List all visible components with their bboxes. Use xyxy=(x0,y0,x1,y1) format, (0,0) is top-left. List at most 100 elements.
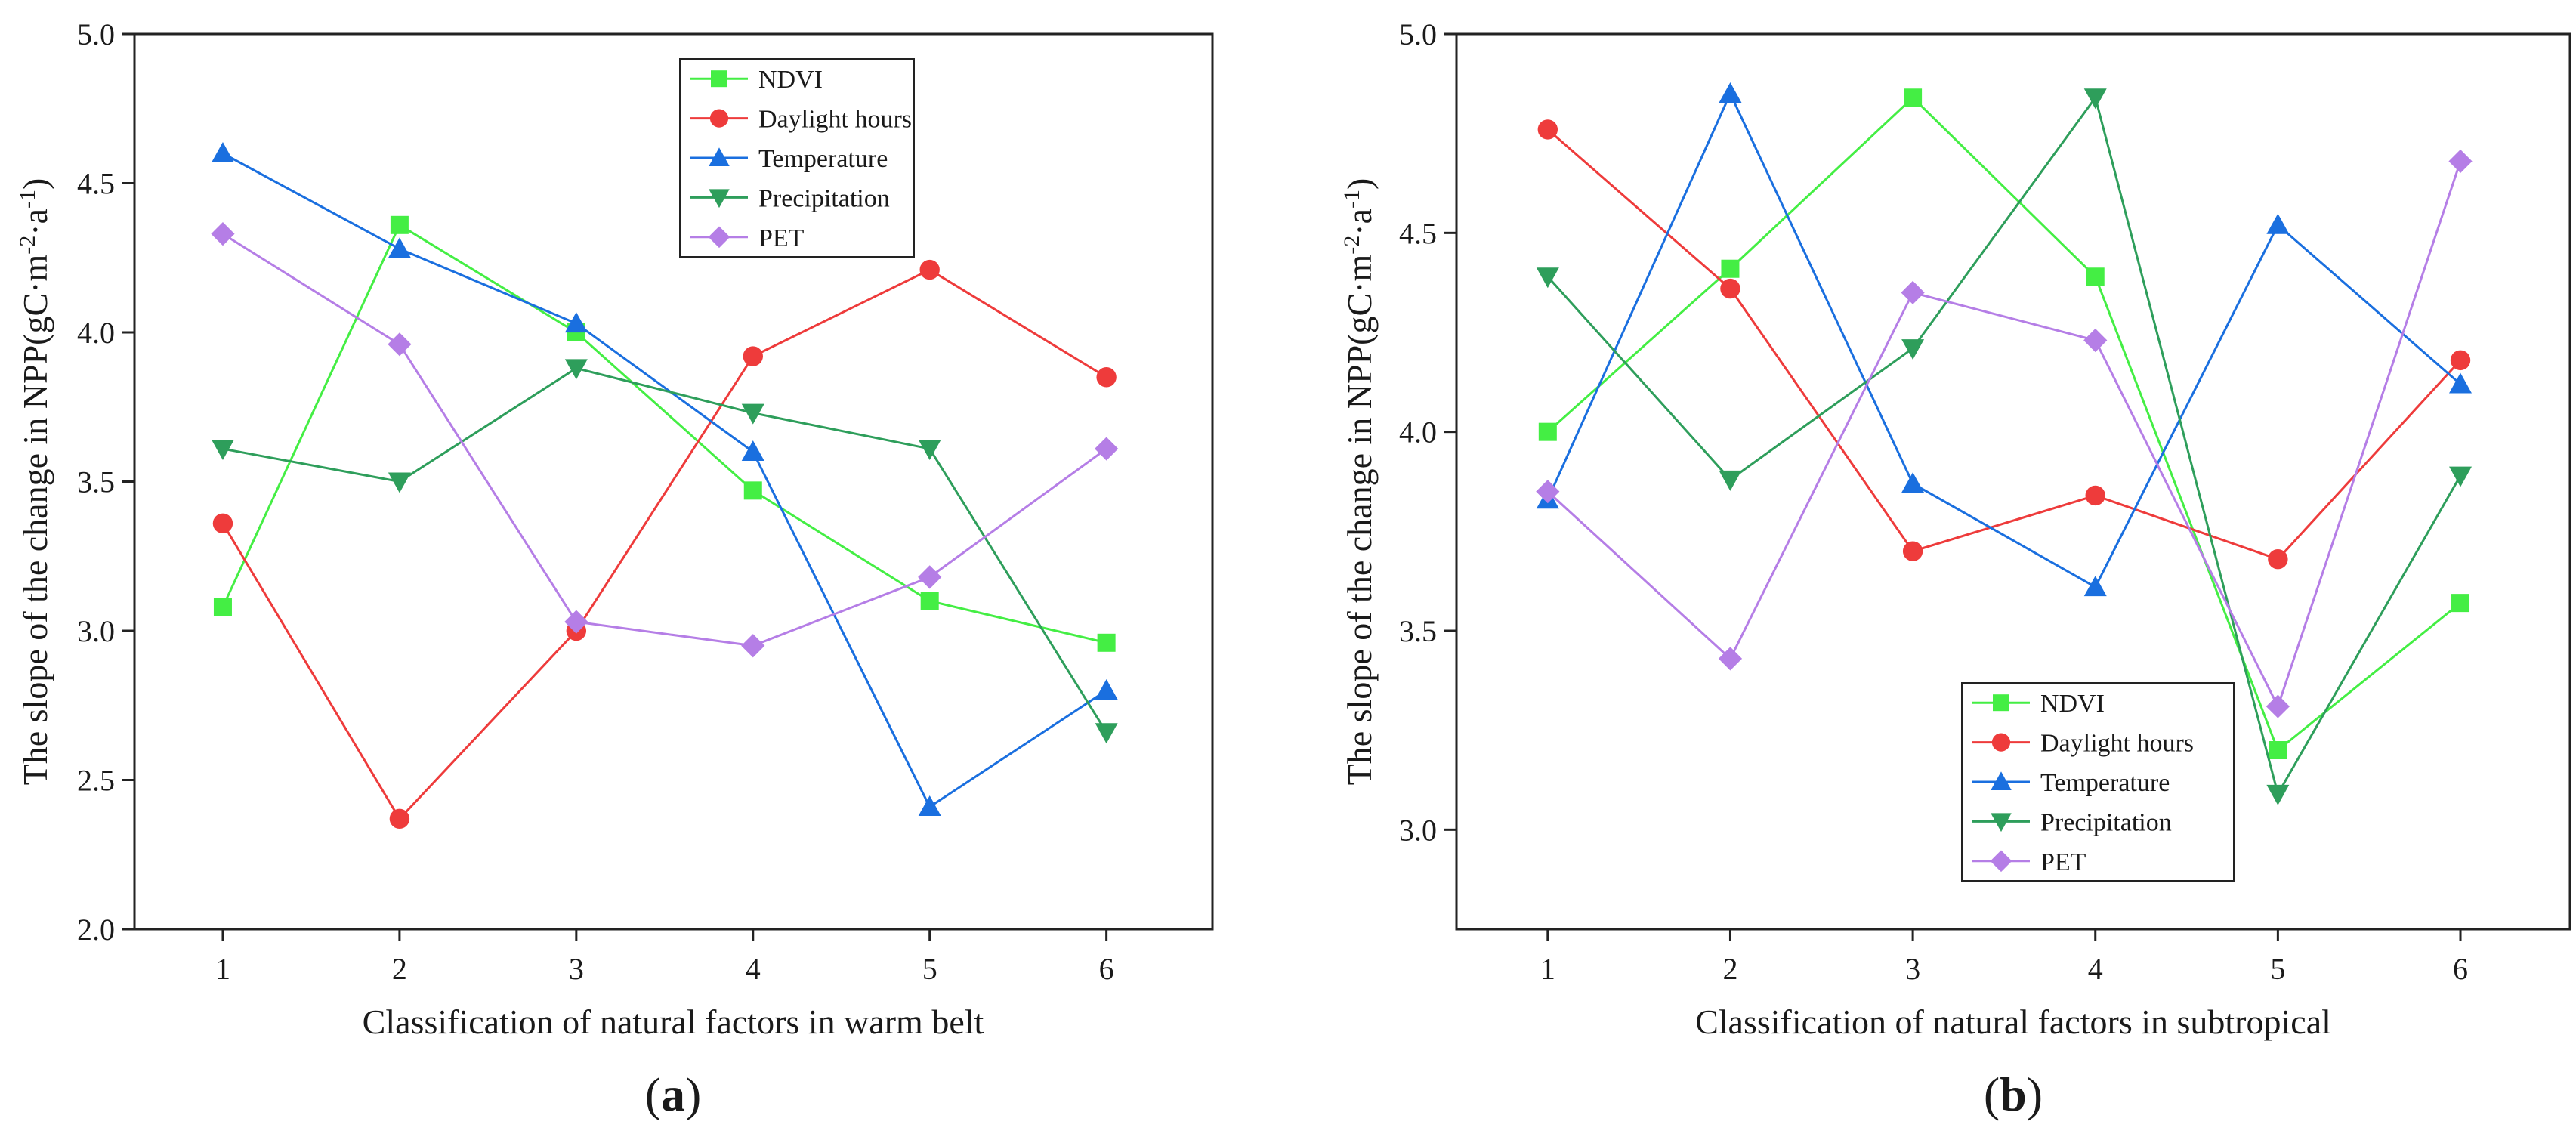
y-axis-title-a: The slope of the change in NPP(gC·m-2·a-… xyxy=(15,178,54,786)
series-line-a-2 xyxy=(222,152,1107,809)
series-line-a-3 xyxy=(222,366,1107,734)
point-a-4-2 xyxy=(564,610,588,634)
y-tick-label-b-3: 4.5 xyxy=(1399,216,1437,250)
series-a-2 xyxy=(211,142,1118,817)
legend-label-a-0: NDVI xyxy=(758,66,823,94)
y-tick-label-b-4: 5.0 xyxy=(1399,17,1437,51)
point-a-1-4 xyxy=(919,259,940,280)
series-line-b-1 xyxy=(1546,128,2462,561)
point-b-4-3 xyxy=(2083,328,2108,353)
point-a-4-3 xyxy=(741,634,765,658)
series-a-1 xyxy=(212,259,1117,829)
x-axis-title-a: Classification of natural factors in war… xyxy=(363,1002,984,1041)
x-axis-title-b: Classification of natural factors in sub… xyxy=(1695,1002,2331,1041)
series-a-3 xyxy=(211,359,1118,744)
point-a-3-0 xyxy=(211,440,234,461)
x-tick-label-a-2: 3 xyxy=(569,952,584,986)
point-b-4-2 xyxy=(1901,280,1925,304)
point-b-0-1 xyxy=(1721,259,1740,278)
point-a-4-0 xyxy=(211,222,235,246)
series-line-a-4 xyxy=(222,233,1107,647)
point-b-3-3 xyxy=(2083,88,2107,110)
point-a-1-5 xyxy=(1096,367,1117,388)
series-b-2 xyxy=(1536,82,2473,597)
legend-label-a-2: Temperature xyxy=(758,145,888,173)
y-tick-label-a-1: 2.5 xyxy=(77,764,115,798)
point-a-0-0 xyxy=(213,598,232,616)
legend-marker-b-2 xyxy=(1991,771,2012,790)
series-b-0 xyxy=(1538,88,2470,759)
series-line-b-0 xyxy=(1546,96,2461,752)
legend-label-b-2: Temperature xyxy=(2040,769,2170,797)
panel-label-a: (a) xyxy=(645,1067,702,1121)
point-a-3-5 xyxy=(1095,723,1118,744)
series-line-b-2 xyxy=(1546,91,2462,589)
series-b-4 xyxy=(1536,149,2473,718)
x-tick-label-a-1: 2 xyxy=(392,952,407,986)
point-b-0-4 xyxy=(2269,741,2287,759)
legend-label-b-1: Daylight hours xyxy=(2040,730,2194,758)
series-b-1 xyxy=(1537,119,2471,570)
chart-b: 3.0 3.5 4.0 4.5 5.0 1 2 3 4 5 6 Classification of n… xyxy=(1339,17,2571,1121)
point-b-1-1 xyxy=(1720,278,1740,299)
point-a-3-2 xyxy=(564,359,588,380)
panel-label-b: (b) xyxy=(1984,1067,2043,1121)
series-line-a-1 xyxy=(221,268,1107,821)
legend-marker-b-0 xyxy=(1993,694,2009,712)
point-b-2-2 xyxy=(1901,472,1925,493)
legend-marker-b-4 xyxy=(1990,850,2012,873)
point-b-3-1 xyxy=(1719,470,1742,491)
x-tick-label-b-1: 2 xyxy=(1722,952,1737,986)
legend-a: NDVI Daylight hours Temperature Precipitati… xyxy=(679,58,915,258)
y-tick-label-a-2: 3.0 xyxy=(77,614,115,648)
legend-label-b-4: PET xyxy=(2040,848,2086,876)
legend-marker-b-3 xyxy=(1991,813,2012,833)
legend-marker-b-1 xyxy=(1991,733,2011,752)
point-b-2-5 xyxy=(2449,372,2473,394)
point-b-3-4 xyxy=(2266,784,2290,805)
x-tick-label-a-5: 6 xyxy=(1099,952,1114,986)
y-tick-label-a-3: 3.5 xyxy=(77,465,115,499)
point-a-0-5 xyxy=(1097,633,1116,652)
point-b-0-0 xyxy=(1538,422,1557,441)
legend-b: NDVI Daylight hours Temperature Precipitati… xyxy=(1961,682,2235,882)
legend-marker-a-3 xyxy=(709,189,730,209)
point-a-4-1 xyxy=(388,332,412,357)
point-b-3-5 xyxy=(2449,466,2473,487)
x-tick-label-a-0: 1 xyxy=(215,952,230,986)
legend-label-b-3: Precipitation xyxy=(2040,808,2172,836)
point-a-2-0 xyxy=(211,142,234,162)
point-a-4-5 xyxy=(1095,437,1119,461)
legend-marker-a-0 xyxy=(711,70,727,88)
legend-label-b-0: NDVI xyxy=(2040,690,2105,718)
series-line-b-3 xyxy=(1546,94,2462,797)
chart-a: 2.0 2.5 3.0 3.5 4.0 4.5 5.0 1 2 3 4 5 6 Classificatio… xyxy=(15,17,1214,1121)
legend-label-a-3: Precipitation xyxy=(758,184,890,212)
y-tick-label-a-5: 4.5 xyxy=(77,167,115,201)
legend-label-a-1: Daylight hours xyxy=(758,106,912,134)
legend-marker-a-2 xyxy=(709,147,730,166)
point-a-1-1 xyxy=(389,808,410,829)
x-tick-label-b-5: 6 xyxy=(2453,952,2468,986)
legend-marker-a-4 xyxy=(708,226,730,249)
point-a-3-1 xyxy=(388,472,411,493)
x-tick-label-a-4: 5 xyxy=(922,952,937,986)
series-line-b-4 xyxy=(1546,161,2462,709)
series-a-0 xyxy=(213,215,1116,652)
point-b-1-5 xyxy=(2450,350,2471,371)
y-tick-label-b-2: 4.0 xyxy=(1399,415,1437,449)
point-a-0-4 xyxy=(920,592,939,610)
plot-frame-b xyxy=(1455,32,2571,931)
point-a-1-3 xyxy=(743,346,763,366)
point-b-1-4 xyxy=(2268,549,2288,570)
point-a-1-0 xyxy=(212,513,233,533)
legend-label-a-4: PET xyxy=(758,224,805,252)
legend-marker-a-1 xyxy=(709,109,729,128)
y-tick-label-a-0: 2.0 xyxy=(77,913,115,947)
y-axis-title-b: The slope of the change in NPP(gC·m-2·a-… xyxy=(1339,178,1379,786)
x-tick-label-a-3: 4 xyxy=(746,952,761,986)
y-tick-label-a-6: 5.0 xyxy=(77,17,115,51)
point-a-2-1 xyxy=(388,237,411,258)
point-b-0-2 xyxy=(1904,88,1923,107)
